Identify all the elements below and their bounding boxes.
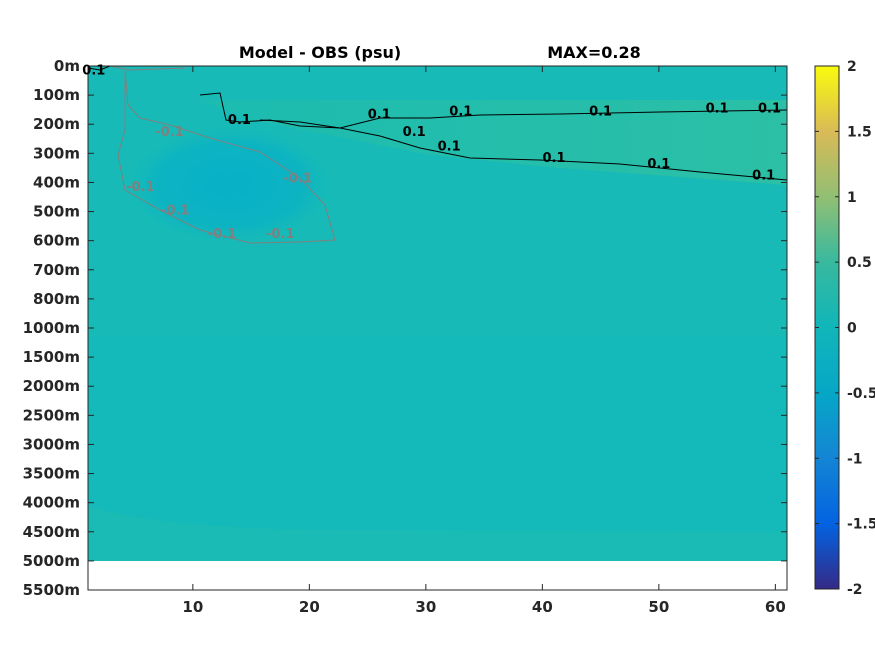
y-tick-label: 5500m	[23, 581, 80, 599]
x-axis: 10 20 30 40 50 60	[182, 66, 786, 616]
y-tick-label: 200m	[33, 115, 80, 133]
y-tick-label: 2500m	[23, 406, 80, 424]
y-tick-label: 2000m	[23, 377, 80, 395]
contour-label: -0.1	[208, 227, 236, 242]
max-label: MAX=0.28	[547, 43, 641, 62]
colorbar-tick-label: 0	[847, 321, 857, 337]
contour-negative-corner	[109, 65, 186, 71]
y-tick-label: 3000m	[23, 435, 80, 453]
contour-label: -0.1	[161, 203, 189, 218]
contour-label: 0.1	[706, 102, 729, 117]
y-tick-label: 4500m	[23, 523, 80, 541]
contour-label: 0.1	[228, 113, 251, 128]
contour-label: -0.1	[266, 227, 294, 242]
y-tick-label: 600m	[33, 232, 80, 250]
contour-labels: 0.1 0.1 0.1 0.1 0.1 0.1 0.1 0.1 0.1 0.1 0.1 0.1 -0.1…	[82, 64, 781, 242]
contour-label: 0.1	[752, 169, 775, 184]
colorbar-tick-label: -0.5	[847, 386, 875, 402]
y-tick-label: 1500m	[23, 348, 80, 366]
contour-label: 0.1	[82, 64, 105, 79]
y-tick-label: 300m	[33, 144, 80, 162]
field-positive-band	[200, 100, 787, 185]
contour-lines	[87, 65, 788, 244]
x-tick-label: 40	[532, 598, 553, 616]
y-tick-label: 800m	[33, 290, 80, 308]
contour-positive-corner	[87, 65, 111, 71]
contour-label: 0.1	[542, 151, 565, 166]
x-tick-label: 60	[765, 598, 786, 616]
y-tick-label: 700m	[33, 261, 80, 279]
y-tick-label: 400m	[33, 173, 80, 191]
y-axis: 0m 100m 200m 300m 400m 500m 600m 700m 800m 1000m 1…	[23, 57, 787, 599]
y-tick-label: 3500m	[23, 465, 80, 483]
contour-label: 0.1	[449, 104, 472, 119]
contour-label: 0.1	[368, 107, 391, 122]
colorbar-ticks: 2 1.5 1 0.5 0 -0.5 -1 -1.5 -2	[815, 59, 875, 598]
y-tick-label: 1000m	[23, 319, 80, 337]
field-negative-blob	[125, 125, 335, 245]
contour-positive-lower	[259, 119, 788, 181]
x-tick-label: 20	[299, 598, 320, 616]
colorbar-tick-label: -1.5	[847, 517, 875, 533]
contour-label: -0.1	[155, 125, 183, 140]
y-tick-label: 0m	[54, 57, 80, 75]
y-tick-label: 4000m	[23, 494, 80, 512]
colorbar-tick-label: -1	[847, 451, 863, 467]
x-tick-label: 50	[648, 598, 669, 616]
y-tick-label: 5000m	[23, 552, 80, 570]
chart-title: Model - OBS (psu)	[239, 43, 401, 62]
y-tick-label: 100m	[33, 86, 80, 104]
field-deep-lower	[88, 505, 787, 561]
colorbar-tick-label: 2	[847, 59, 857, 75]
x-tick-label: 10	[182, 598, 203, 616]
heatmap-field	[88, 66, 787, 561]
colorbar-tick-label: 1	[847, 190, 857, 206]
contour-negative	[117, 69, 336, 244]
contour-label: 0.1	[758, 102, 781, 117]
colorbar-tick-label: -2	[847, 582, 863, 598]
contour-label: 0.1	[589, 104, 612, 119]
colorbar-tick-label: 0.5	[847, 255, 872, 271]
x-tick-label: 30	[415, 598, 436, 616]
y-tick-label: 500m	[33, 203, 80, 221]
contour-label: -0.1	[126, 180, 154, 195]
contour-label: 0.1	[403, 125, 426, 140]
colorbar-tick-label: 1.5	[847, 124, 872, 140]
contour-label: 0.1	[647, 157, 670, 172]
contour-label: 0.1	[438, 139, 461, 154]
contour-label: -0.1	[283, 171, 311, 186]
